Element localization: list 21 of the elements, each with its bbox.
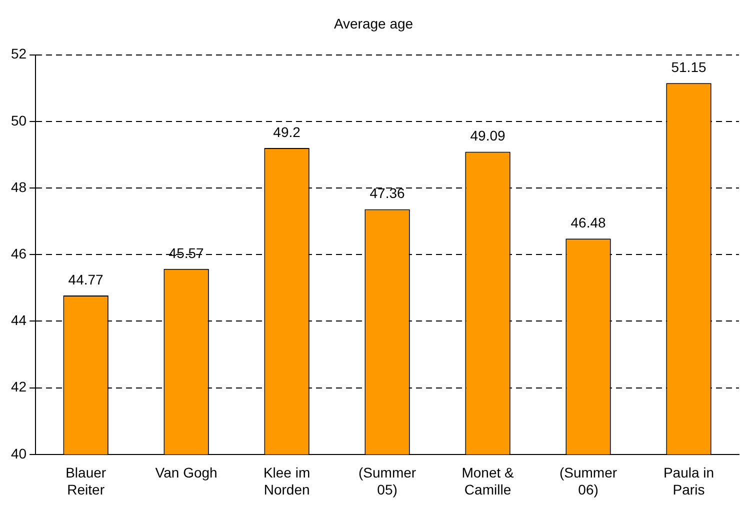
x-tick-label: (Summer 05) (358, 464, 416, 498)
y-tick-label: 44 (10, 312, 27, 328)
data-label: 49.09 (470, 128, 506, 144)
data-label: 44.77 (68, 271, 104, 288)
data-label: 47.36 (370, 185, 406, 202)
x-tick-label: Paula in Paris (663, 464, 714, 498)
y-tick-label: 46 (10, 245, 27, 262)
data-label: 49.2 (273, 124, 301, 140)
data-label: 46.48 (570, 214, 606, 230)
y-tick-label: 48 (10, 178, 27, 195)
y-tick-label: 40 (10, 445, 27, 462)
x-tick-label: Blauer Reiter (66, 464, 106, 498)
x-tick-label: (Summer 06) (559, 464, 618, 498)
y-tick-label: 50 (10, 112, 27, 128)
x-tick-label: Monet & Camille (462, 464, 515, 498)
y-tick-label: 42 (10, 378, 27, 395)
x-tick-label: Van Gogh (155, 464, 218, 481)
y-tick-label: 52 (10, 46, 27, 62)
x-tick-label: Klee im Norden (263, 464, 310, 498)
data-label: 51.15 (671, 58, 706, 75)
chart-title: Average age (334, 15, 414, 32)
